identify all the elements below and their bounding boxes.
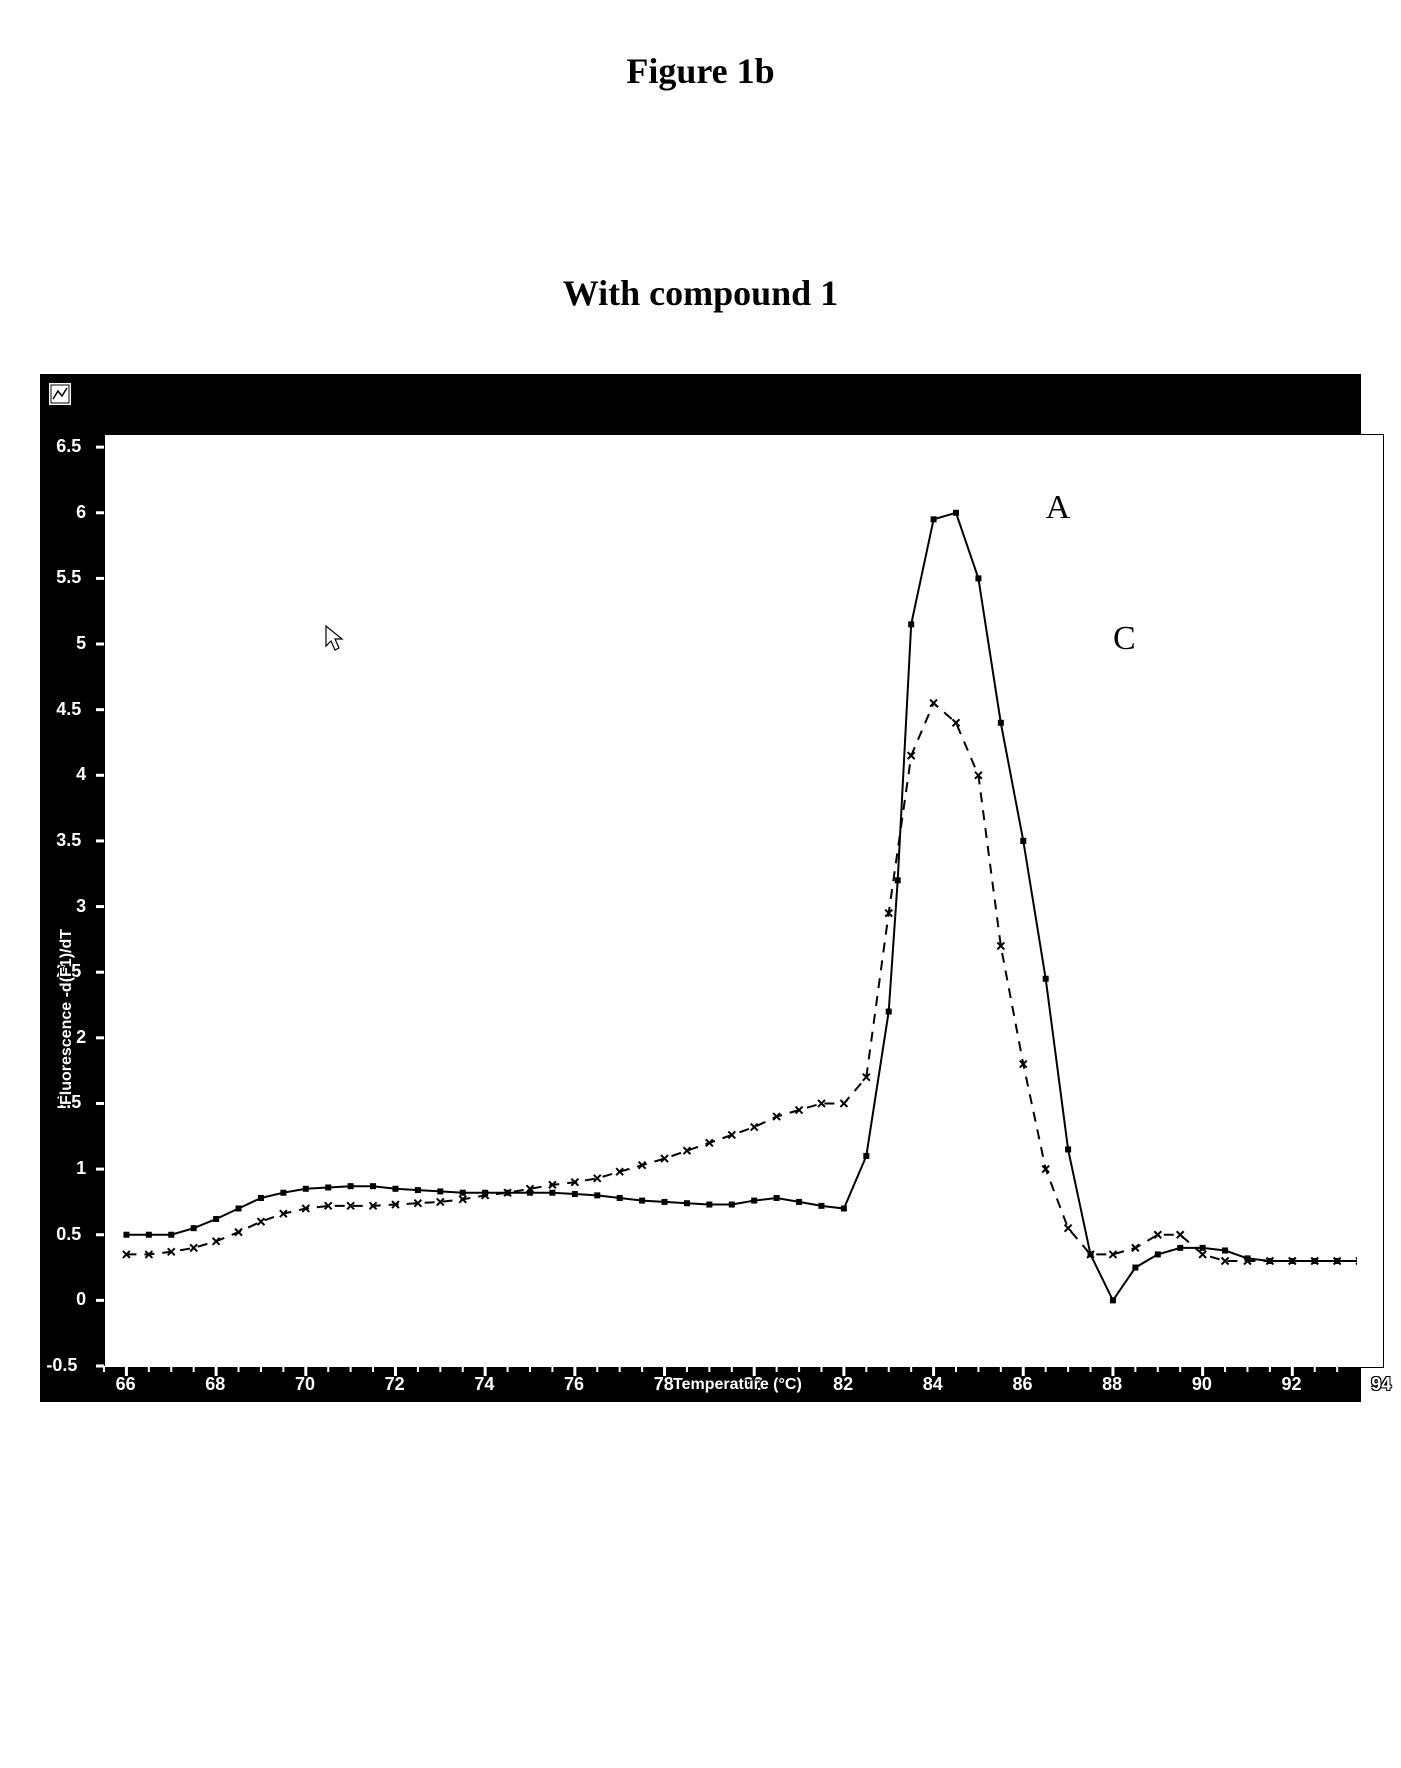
marker-x (1177, 1231, 1184, 1238)
y-tick-label: 6.5 (56, 436, 81, 457)
window-icon (48, 382, 72, 406)
marker-square (706, 1202, 712, 1208)
marker-square (168, 1232, 174, 1238)
marker-x (257, 1218, 264, 1225)
figure-title: Figure 1b (20, 50, 1381, 92)
y-tick-label: 1 (76, 1158, 86, 1179)
x-tick-label: 66 (116, 1374, 136, 1395)
y-tick-label: 4 (76, 764, 86, 785)
marker-square (617, 1195, 623, 1201)
series-label-A: A (1046, 489, 1071, 527)
marker-square (998, 720, 1004, 726)
marker-square (1222, 1247, 1228, 1253)
marker-square (460, 1190, 466, 1196)
marker-square (639, 1198, 645, 1204)
chart-svg (44, 406, 1357, 1398)
marker-square (572, 1191, 578, 1197)
x-tick-label: 74 (474, 1374, 494, 1395)
marker-square (841, 1205, 847, 1211)
marker-x (1154, 1231, 1161, 1238)
x-tick-label: 70 (295, 1374, 315, 1395)
marker-square (348, 1183, 354, 1189)
x-tick-label: 90 (1192, 1374, 1212, 1395)
marker-square (1020, 838, 1026, 844)
chart-frame: -0.500.511.522.533.544.555.566.566687072… (40, 374, 1361, 1402)
marker-square (594, 1192, 600, 1198)
marker-x (190, 1244, 197, 1251)
marker-square (751, 1198, 757, 1204)
x-tick-label: 94 (1371, 1374, 1391, 1395)
marker-square (303, 1186, 309, 1192)
y-tick-label: 2 (76, 1027, 86, 1048)
marker-x (953, 719, 960, 726)
marker-square (280, 1190, 286, 1196)
marker-square (1065, 1146, 1071, 1152)
x-axis-title: Temperature (°C) (673, 1376, 802, 1394)
marker-x (751, 1124, 758, 1131)
marker-square (729, 1202, 735, 1208)
marker-square (437, 1188, 443, 1194)
x-tick-label: 76 (564, 1374, 584, 1395)
series-line-A (126, 513, 1357, 1301)
marker-square (191, 1225, 197, 1231)
y-tick-label: 5 (76, 633, 86, 654)
marker-square (774, 1195, 780, 1201)
marker-square (415, 1187, 421, 1193)
y-tick-label: 5.5 (56, 567, 81, 588)
x-tick-label: 68 (205, 1374, 225, 1395)
marker-square (895, 877, 901, 883)
marker-square (392, 1186, 398, 1192)
marker-square (549, 1190, 555, 1196)
y-tick-label: 0.5 (56, 1224, 81, 1245)
marker-square (370, 1183, 376, 1189)
marker-x (1199, 1251, 1206, 1258)
marker-square (796, 1199, 802, 1205)
marker-square (325, 1184, 331, 1190)
marker-square (236, 1205, 242, 1211)
marker-square (213, 1216, 219, 1222)
marker-square (1177, 1245, 1183, 1251)
series-line-C (126, 703, 1357, 1261)
marker-square (1043, 976, 1049, 982)
x-tick-label: 84 (923, 1374, 943, 1395)
marker-square (684, 1200, 690, 1206)
marker-square (818, 1203, 824, 1209)
x-tick-label: 82 (833, 1374, 853, 1395)
y-axis-title: Fluorescence -d(F1)/dT (58, 929, 76, 1105)
series-label-C: C (1113, 620, 1136, 658)
marker-square (1110, 1297, 1116, 1303)
y-tick-label: 4.5 (56, 699, 81, 720)
marker-x (840, 1100, 847, 1107)
marker-square (975, 575, 981, 581)
y-tick-label: 6 (76, 502, 86, 523)
x-tick-label: 72 (385, 1374, 405, 1395)
marker-square (258, 1195, 264, 1201)
marker-square (886, 1009, 892, 1015)
y-tick-label: 3 (76, 896, 86, 917)
chart-background: -0.500.511.522.533.544.555.566.566687072… (44, 406, 1357, 1398)
marker-square (908, 621, 914, 627)
y-tick-label: 0 (76, 1289, 86, 1310)
marker-square (1155, 1251, 1161, 1257)
marker-square (146, 1232, 152, 1238)
marker-square (863, 1153, 869, 1159)
marker-square (123, 1232, 129, 1238)
marker-x (1065, 1225, 1072, 1232)
x-tick-label: 86 (1012, 1374, 1032, 1395)
y-tick-label: 3.5 (56, 830, 81, 851)
marker-x (818, 1100, 825, 1107)
marker-square (931, 516, 937, 522)
x-tick-label: 88 (1102, 1374, 1122, 1395)
marker-square (1200, 1245, 1206, 1251)
y-tick-label: -0.5 (46, 1355, 77, 1376)
marker-square (662, 1199, 668, 1205)
marker-square (953, 510, 959, 516)
subtitle: With compound 1 (20, 272, 1381, 314)
marker-square (1132, 1265, 1138, 1271)
marker-x (594, 1175, 601, 1182)
x-tick-label: 92 (1282, 1374, 1302, 1395)
x-tick-label: 78 (654, 1374, 674, 1395)
